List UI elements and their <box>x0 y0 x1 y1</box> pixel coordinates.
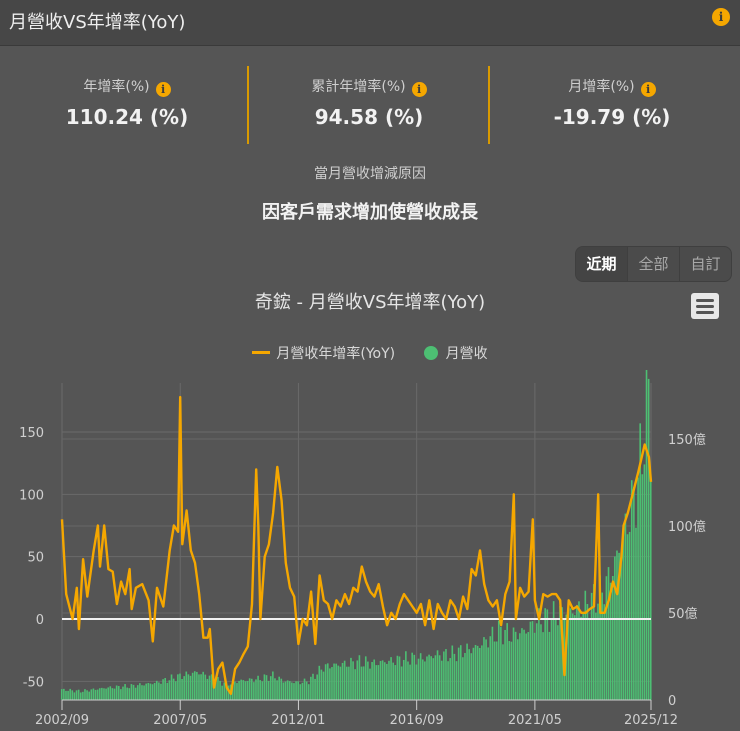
panel-title: 月營收VS年增率(YoY) <box>9 12 186 33</box>
stat-value: 110.24 (%) <box>65 105 189 129</box>
svg-text:2002/09: 2002/09 <box>35 713 89 728</box>
stat-yoy: 年增率(%) i 110.24 (%) <box>7 66 247 144</box>
legend-label: 月營收 <box>445 346 488 362</box>
legend-item-revenue[interactable]: 月營收 <box>423 343 488 363</box>
svg-text:50: 50 <box>27 551 44 566</box>
right-axis: 150億 100億 50億 0 <box>668 432 706 709</box>
panel-header: 月營收VS年增率(YoY) i <box>0 0 740 46</box>
svg-text:2025/12: 2025/12 <box>624 713 678 728</box>
range-custom-button[interactable]: 自訂 <box>679 247 731 281</box>
range-recent-button[interactable]: 近期 <box>576 247 627 281</box>
svg-text:2012/01: 2012/01 <box>271 713 325 728</box>
svg-text:150: 150 <box>19 426 44 441</box>
chart-title: 奇鋐 - 月營收VS年增率(YoY) <box>254 292 486 313</box>
svg-text:100: 100 <box>19 488 44 503</box>
revenue-bars <box>60 370 652 700</box>
stat-cumulative-yoy: 累計年增率(%) i 94.58 (%) <box>249 66 489 144</box>
svg-text:2016/09: 2016/09 <box>390 713 444 728</box>
legend-label: 月營收年增率(YoY) <box>276 346 396 362</box>
stat-value: -19.79 (%) <box>553 105 671 129</box>
info-icon[interactable]: i <box>155 82 171 97</box>
info-icon[interactable]: i <box>411 82 427 97</box>
dot-swatch-icon <box>423 346 438 360</box>
svg-text:2007/05: 2007/05 <box>153 713 207 728</box>
stat-mom: 月增率(%) i -19.79 (%) <box>492 66 732 144</box>
stat-label: 累計年增率(%) <box>311 79 406 95</box>
range-all-button[interactable]: 全部 <box>627 247 679 281</box>
legend-item-yoy[interactable]: 月營收年增率(YoY) <box>252 343 395 363</box>
divider <box>247 66 249 144</box>
hamburger-menu-icon[interactable] <box>691 293 719 319</box>
svg-text:150億: 150億 <box>668 432 706 448</box>
divider <box>488 66 490 144</box>
range-selector: 近期 全部 自訂 <box>575 246 732 282</box>
yoy-line <box>60 395 653 695</box>
stat-label: 年增率(%) <box>83 79 150 95</box>
stat-label: 月增率(%) <box>568 79 635 95</box>
left-axis: 150 100 50 0 -50 <box>19 426 44 690</box>
info-icon[interactable]: i <box>712 8 730 26</box>
line-swatch-icon <box>252 351 271 354</box>
x-axis: 2002/09 2007/05 2012/01 2016/09 2021/05 2025/… <box>35 700 678 728</box>
info-icon[interactable]: i <box>640 82 656 97</box>
reason-text: 因客戶需求增加使營收成長 <box>262 202 478 223</box>
svg-text:0: 0 <box>36 613 44 628</box>
svg-text:0: 0 <box>668 694 676 709</box>
reason-label: 當月營收增減原因 <box>314 166 426 182</box>
svg-text:-50: -50 <box>23 675 44 690</box>
chart-legend: 月營收年增率(YoY) 月營收 <box>0 343 740 363</box>
svg-text:50億: 50億 <box>668 606 698 622</box>
zero-line <box>62 618 651 701</box>
chart-plot[interactable]: 150 100 50 0 -50 150億 100億 50億 0 2002/09 2007/05… <box>0 370 740 731</box>
svg-text:100億: 100億 <box>668 519 706 535</box>
stat-value: 94.58 (%) <box>314 105 424 129</box>
stats-row: 年增率(%) i 110.24 (%) 累計年增率(%) i 94.58 (%) 月… <box>0 66 740 144</box>
svg-text:2021/05: 2021/05 <box>508 713 562 728</box>
